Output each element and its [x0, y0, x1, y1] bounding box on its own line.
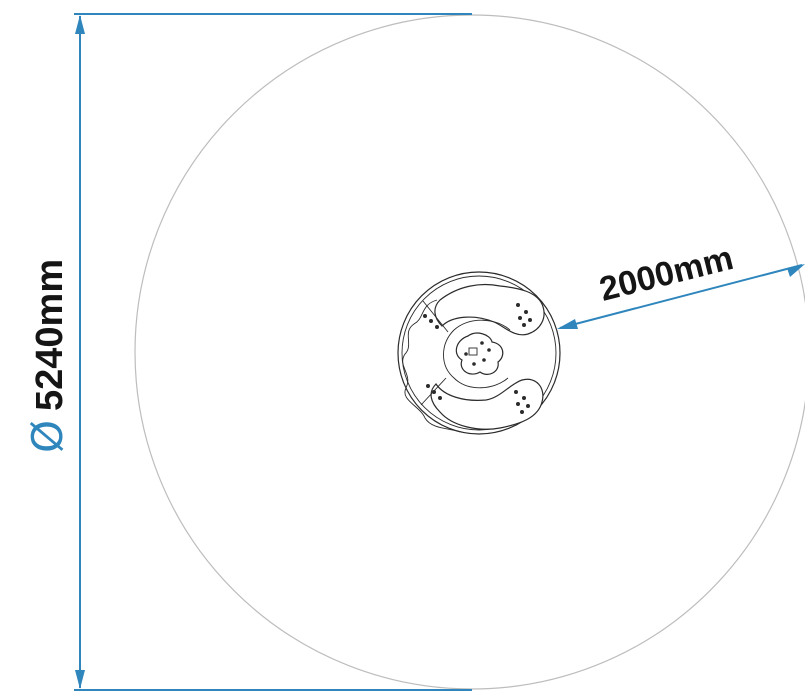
hub-bolt	[482, 358, 486, 362]
radius-arrow-inner	[557, 319, 578, 329]
ring-bolt	[438, 396, 442, 400]
radius-dimension: 2000mm	[557, 239, 805, 329]
diameter-arrow-top	[75, 15, 85, 34]
hub-center-mark	[468, 347, 478, 356]
hub-bolt	[480, 341, 484, 345]
play-equipment-top-view	[397, 271, 561, 435]
seat-bolt	[522, 396, 526, 400]
ring-bolt	[432, 390, 436, 394]
seat-ring-left	[402, 299, 461, 433]
ring-bolt	[426, 384, 430, 388]
ring-bolt	[435, 325, 439, 329]
hub-bolt	[487, 348, 491, 352]
seat-bolt	[520, 410, 524, 414]
seat-bolt	[516, 402, 520, 406]
diameter-label: 5240mm	[29, 259, 71, 411]
seat-bolt	[514, 390, 518, 394]
seat-bolt	[524, 310, 528, 314]
radius-label: 2000mm	[596, 239, 737, 309]
seat-divider-top	[422, 300, 449, 333]
radius-dimension-line	[559, 264, 803, 329]
inner-walkway	[443, 319, 511, 389]
seat-lobe-top	[434, 283, 545, 336]
hub-bolt	[464, 352, 468, 356]
diameter-arrow-bottom	[75, 670, 85, 689]
seat-bolt	[516, 303, 520, 307]
seat-bolt	[526, 404, 530, 408]
radius-arrow-outer	[787, 264, 805, 277]
ring-bolt	[429, 319, 433, 323]
central-hub	[455, 332, 504, 375]
ring-bolt	[423, 314, 427, 318]
seat-bolt	[518, 316, 522, 320]
hub-bolt	[472, 362, 476, 366]
diameter-dimension: Ø 5240mm	[23, 13, 472, 691]
seat-bolt	[522, 323, 526, 327]
diameter-symbol: Ø	[23, 420, 72, 453]
seat-bolt	[528, 318, 532, 322]
equipment-base-inner-ring	[401, 275, 557, 431]
